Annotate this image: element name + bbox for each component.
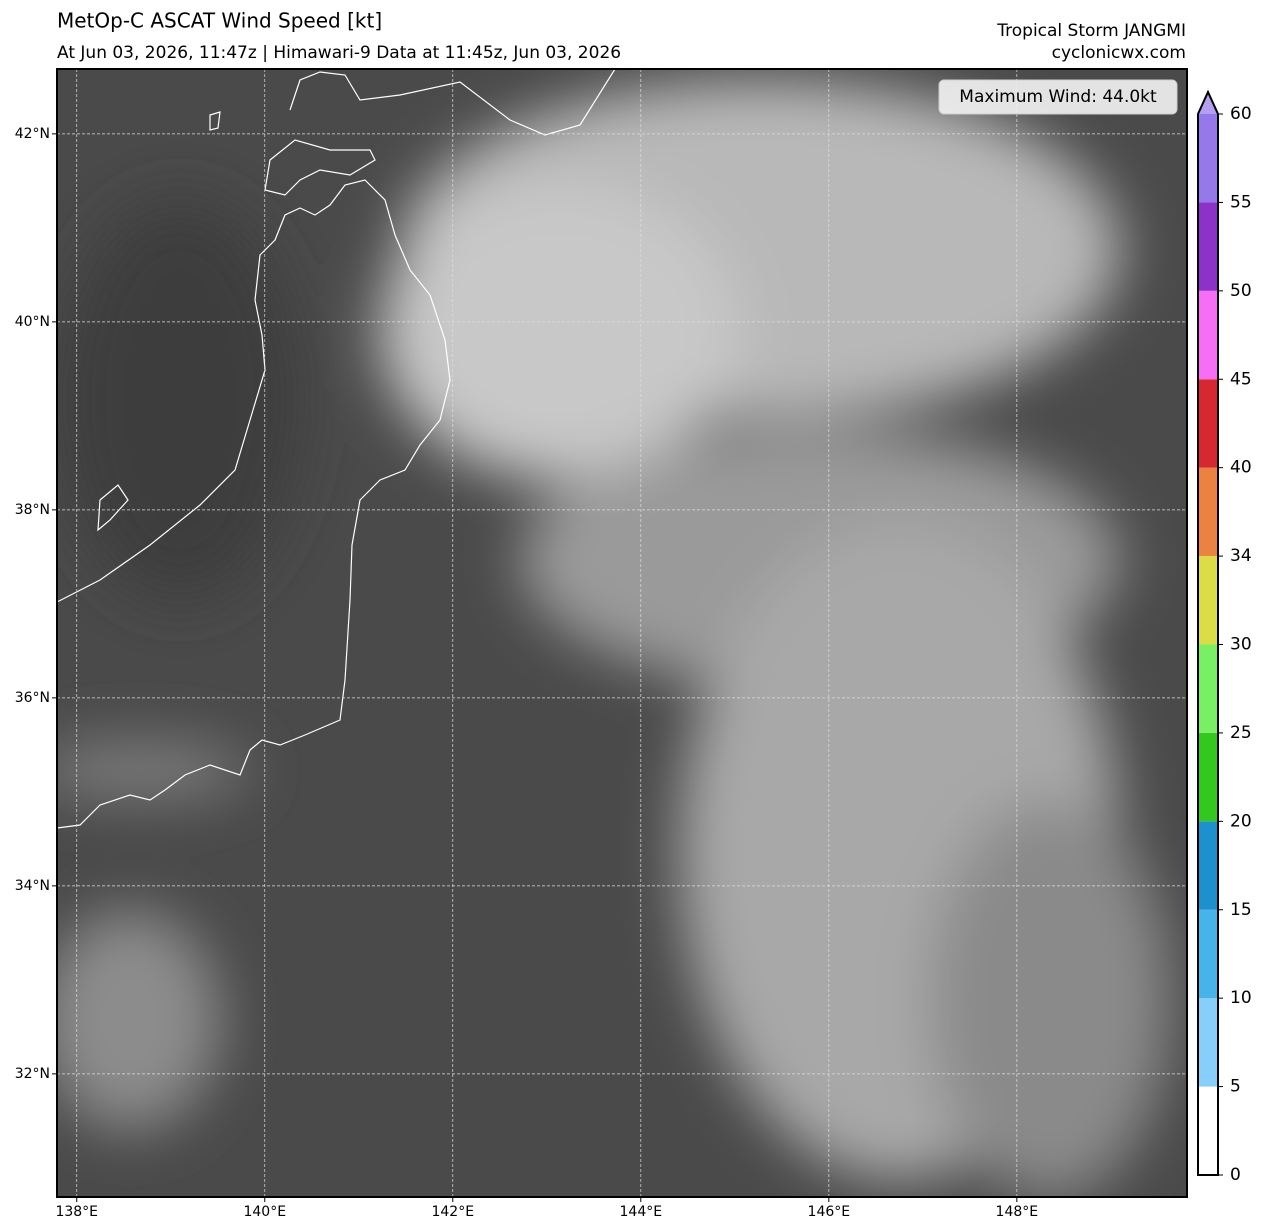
- colorbar-tick-label: 20: [1230, 811, 1252, 831]
- colorbar-tick-label: 34: [1230, 546, 1252, 566]
- max-wind-label: Maximum Wind: 44.0kt: [959, 87, 1157, 107]
- colorbar-segment: [1198, 909, 1218, 999]
- colorbar-segment: [1198, 821, 1218, 910]
- colorbar-segment: [1198, 290, 1218, 380]
- colorbar-outline: [1197, 89, 1219, 1176]
- subtitle: At Jun 03, 2026, 11:47z | Himawari-9 Dat…: [57, 43, 621, 63]
- grid: [57, 69, 1187, 1197]
- max-wind-box: [938, 79, 1178, 115]
- colorbar-segment: [1198, 114, 1218, 203]
- coastline: [57, 69, 616, 829]
- y-tick-label: 38°N: [15, 502, 50, 518]
- x-tick-label: 142°E: [431, 1204, 474, 1220]
- y-tick-label: 34°N: [15, 878, 50, 894]
- y-tick-label: 40°N: [15, 314, 50, 330]
- site: cyclonicwx.com: [1052, 43, 1186, 63]
- colorbar-tick-label: 30: [1230, 635, 1252, 655]
- colorbar-tick-label: 40: [1230, 458, 1252, 478]
- colorbar-tick-label: 60: [1230, 104, 1252, 124]
- colorbar-segment: [1198, 1086, 1218, 1175]
- colorbar-tick-label: 10: [1230, 988, 1252, 1008]
- colorbar-tick-label: 55: [1230, 192, 1252, 212]
- y-tick-label: 32°N: [15, 1066, 50, 1082]
- colorbar-segment: [1198, 998, 1218, 1087]
- colorbar-segment: [1198, 202, 1218, 291]
- x-tick-label: 144°E: [620, 1204, 663, 1220]
- colorbar-segment: [1198, 556, 1218, 645]
- colorbar-segment: [1198, 467, 1218, 557]
- colorbar-tick-label: 5: [1230, 1077, 1241, 1097]
- x-tick-label: 146°E: [808, 1204, 851, 1220]
- map-frame: [56, 68, 1188, 1198]
- x-tick-label: 138°E: [55, 1204, 98, 1220]
- colorbar-segment: [1198, 379, 1218, 468]
- title: MetOp-C ASCAT Wind Speed [kt]: [57, 9, 382, 33]
- colorbar-tick-label: 45: [1230, 369, 1252, 389]
- colorbar: 0 5 10 15 20 25 30 34 40 45 50 55 60: [1197, 89, 1252, 1185]
- storm-name: Tropical Storm JANGMI: [996, 21, 1186, 41]
- y-tick-label: 42°N: [15, 126, 50, 142]
- colorbar-segment: [1198, 644, 1218, 733]
- clouds: [57, 80, 1170, 1197]
- colorbar-segment: [1198, 732, 1218, 822]
- colorbar-tick-label: 25: [1230, 723, 1252, 743]
- colorbar-tick-label: 50: [1230, 281, 1252, 301]
- x-tick-label: 140°E: [243, 1204, 286, 1220]
- y-tick-label: 36°N: [15, 690, 50, 706]
- x-tick-label: 148°E: [996, 1204, 1039, 1220]
- colorbar-tick-label: 15: [1230, 900, 1252, 920]
- colorbar-extend: [1198, 92, 1218, 114]
- map-area: [57, 69, 1187, 1197]
- colorbar-tick-label: 0: [1230, 1165, 1241, 1185]
